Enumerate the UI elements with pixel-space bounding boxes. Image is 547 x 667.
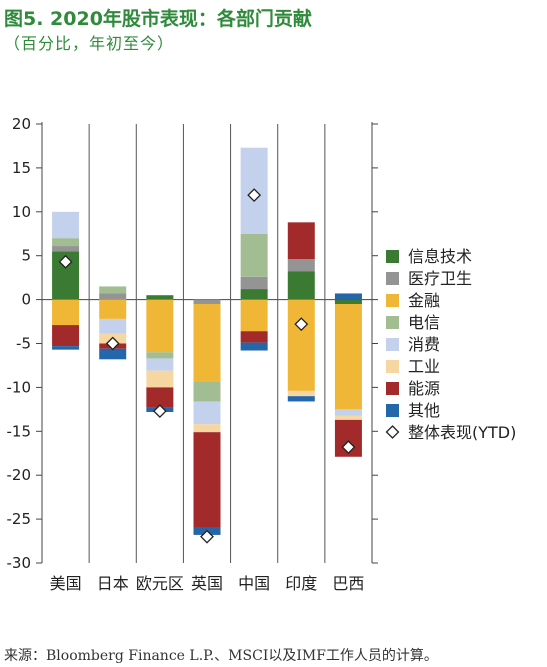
stacked-bar-chart: -30 -25 -20 -15 -10 -5 0 5 10 15 20 美国 日本 欧元区 英国 中国 印度 巴西…: [7, 115, 517, 593]
bar-segment: [287, 259, 315, 272]
legend-label: 电信: [408, 313, 440, 332]
x-category-label: 英国: [191, 574, 223, 593]
bar-segment: [99, 293, 127, 300]
legend-label: 能源: [408, 379, 440, 398]
bar-segment: [334, 293, 362, 300]
x-category-label: 巴西: [332, 574, 364, 593]
bar-segment: [287, 390, 315, 397]
legend-diamond-icon: [385, 425, 400, 439]
x-category-label: 日本: [97, 574, 129, 593]
bar-segment: [287, 396, 315, 402]
bar-segment: [146, 358, 174, 371]
legend-label: 消费: [408, 335, 440, 354]
legend-swatch: [386, 338, 399, 351]
y-tick-label: -5: [16, 335, 31, 353]
legend-label: 整体表现(YTD): [408, 423, 516, 442]
bar-segment: [99, 348, 127, 360]
bar-segment: [287, 222, 315, 260]
bar-segment: [334, 303, 362, 410]
legend-swatch: [386, 316, 399, 329]
bar-segment: [193, 424, 221, 433]
bar-segment: [240, 299, 268, 332]
legend-label: 信息技术: [408, 247, 472, 266]
bar-segment: [193, 303, 221, 382]
bar-segment: [193, 401, 221, 425]
x-category-label: 欧元区: [136, 574, 184, 593]
legend-label: 其他: [408, 401, 440, 420]
bar-segment: [52, 325, 80, 347]
bar-segment: [99, 299, 127, 319]
total-marker: [247, 188, 262, 203]
bar-segment: [52, 299, 80, 326]
y-tick-label: -30: [7, 554, 32, 572]
bar-segment: [193, 299, 221, 304]
bar-segment: [240, 289, 268, 300]
bar-segment: [99, 318, 127, 334]
y-tick-label: 10: [12, 203, 31, 221]
legend-swatch: [386, 272, 399, 285]
y-tick-label: -25: [7, 510, 32, 528]
bar-segment: [287, 299, 315, 391]
y-tick-label: 0: [21, 291, 31, 309]
y-tick-label: 20: [12, 115, 31, 133]
source-note: 来源：Bloomberg Finance L.P.、MSCI以及IMF工作人员的…: [4, 648, 438, 664]
bar-segment: [99, 286, 127, 294]
x-category-label: 印度: [285, 574, 317, 593]
bar-segment: [240, 233, 268, 277]
bar-segment: [193, 381, 221, 402]
legend-label: 工业: [408, 357, 440, 376]
bar-segment: [52, 211, 80, 239]
legend-swatch: [386, 250, 399, 263]
total-marker: [105, 336, 120, 351]
legend-swatch: [386, 360, 399, 373]
bar-segment: [146, 299, 174, 353]
total-marker: [200, 529, 214, 544]
y-tick-label: 15: [12, 159, 31, 177]
total-marker: [152, 404, 167, 419]
bar-segment: [52, 346, 80, 350]
bar-segment: [146, 352, 174, 359]
legend-label: 金融: [408, 291, 440, 310]
total-marker: [341, 440, 356, 455]
chart-title: 图5. 2020年股市表现：各部门贡献: [4, 8, 312, 30]
bar-segment: [193, 432, 221, 528]
y-tick-label: 5: [21, 247, 31, 265]
bar-segment: [146, 295, 174, 300]
total-markers: [58, 188, 356, 544]
bar-segment: [146, 370, 174, 388]
y-tick-label: -10: [7, 378, 32, 396]
total-marker: [294, 317, 309, 332]
chart-subtitle: （百分比，年初至今）: [4, 34, 175, 53]
bar-segment: [240, 342, 268, 351]
bars: [52, 147, 362, 535]
legend-swatch: [386, 382, 399, 395]
legend-swatch: [386, 294, 399, 307]
y-tick-label: -20: [7, 466, 32, 484]
bar-segment: [240, 276, 268, 290]
bar-segment: [334, 415, 362, 420]
bar-segment: [240, 331, 268, 343]
bar-segment: [146, 387, 174, 408]
axes: -30 -25 -20 -15 -10 -5 0 5 10 15 20 美国 日本 欧元区 英国 中国 印度 巴西: [7, 115, 378, 593]
legend-label: 医疗卫生: [408, 269, 472, 288]
y-tick-label: -15: [7, 422, 32, 440]
bar-segment: [287, 271, 315, 300]
legend-swatch: [386, 404, 399, 417]
bar-segment: [334, 409, 362, 416]
total-marker: [58, 254, 73, 269]
x-category-label: 美国: [50, 574, 82, 593]
x-category-label: 中国: [238, 574, 270, 593]
bar-segment: [52, 238, 80, 247]
bar-segment: [52, 246, 80, 252]
bar-segment: [334, 299, 362, 304]
